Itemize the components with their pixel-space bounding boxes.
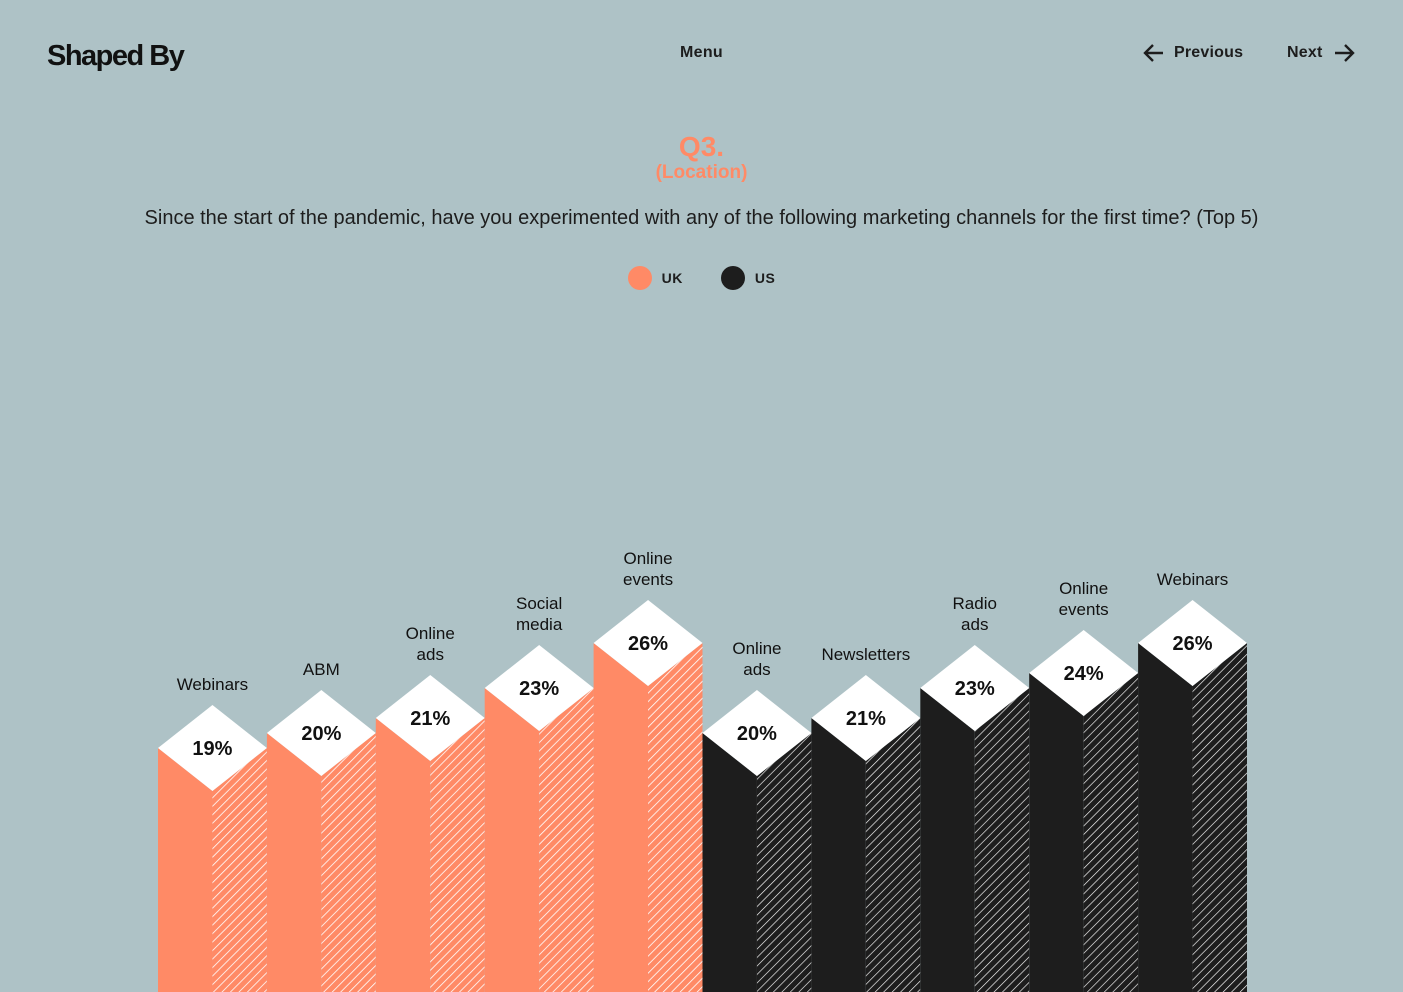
value-label: 21% <box>846 708 886 730</box>
value-label: 20% <box>301 723 341 745</box>
bar-us-0: 20% Online ads <box>702 639 812 992</box>
category-label: Online <box>1059 579 1108 598</box>
value-label: 21% <box>410 708 450 730</box>
bar-right-face <box>212 748 267 992</box>
bar-right-face <box>1192 643 1247 992</box>
bar-left-face <box>702 733 757 992</box>
bar-right-face <box>756 733 812 992</box>
bar-cap <box>811 675 921 761</box>
bar-cap <box>158 705 267 791</box>
next-button[interactable]: Next <box>1287 43 1356 63</box>
value-label: 23% <box>519 678 559 700</box>
bar-cap <box>593 600 703 686</box>
legend-swatch-uk <box>627 266 652 290</box>
bar-right-face <box>648 643 703 992</box>
menu-container: Menu <box>0 44 1403 62</box>
arrow-right-icon <box>1335 44 1356 62</box>
bar-cap <box>1029 630 1139 716</box>
menu-button[interactable]: Menu <box>680 44 723 61</box>
value-label: 24% <box>1064 663 1104 685</box>
value-label: 26% <box>1173 633 1213 655</box>
bar-right-face <box>539 688 594 992</box>
bars-group: 19% Webinars 20% ABM 21% Online ads 23% Social me… <box>158 549 1247 992</box>
category-label: Webinars <box>177 675 249 694</box>
legend-swatch-us <box>720 266 745 290</box>
bar-left-face <box>920 688 975 992</box>
bar-left-face <box>1029 673 1084 992</box>
legend-label-uk: UK <box>661 270 683 286</box>
bar-cap <box>1138 600 1247 686</box>
category-label: events <box>1059 600 1109 619</box>
bar-left-face <box>158 748 213 992</box>
logo[interactable]: Shaped By <box>47 40 185 72</box>
bar-right-face <box>1083 673 1139 992</box>
bar-right-face <box>974 688 1030 992</box>
bar-right-face <box>321 733 376 992</box>
value-label: 20% <box>737 723 777 745</box>
question-text: Since the start of the pandemic, have yo… <box>144 207 1259 229</box>
bar-uk-1: 20% ABM <box>266 660 376 992</box>
arrow-left-icon <box>1143 44 1163 62</box>
category-label: ads <box>743 660 770 679</box>
category-label: Online <box>623 549 672 568</box>
bar-cap <box>702 690 812 776</box>
category-label: media <box>516 615 563 634</box>
bar-left-face <box>375 718 431 992</box>
legend-item-us: US <box>720 266 776 290</box>
category-label: ads <box>417 645 444 664</box>
bar-right-face <box>430 718 485 992</box>
question-subtitle: (Location) <box>655 162 748 183</box>
value-label: 23% <box>955 678 995 700</box>
bar-uk-4: 26% Online events <box>593 549 703 992</box>
bar-left-face <box>811 718 866 992</box>
category-label: Online <box>732 639 781 658</box>
bar-cap <box>920 645 1030 731</box>
previous-label: Previous <box>1174 44 1244 61</box>
bar-uk-3: 23% Social media <box>484 594 594 992</box>
legend: UK US <box>0 266 1403 290</box>
category-label: Online <box>406 624 455 643</box>
legend-label-us: US <box>754 270 776 286</box>
bar-left-face <box>1138 643 1193 992</box>
header: Shaped By Menu Previous Next <box>0 0 1403 110</box>
value-label: 19% <box>192 738 232 760</box>
category-label: Newsletters <box>821 645 910 664</box>
bar-right-face <box>865 718 921 992</box>
bar-left-face <box>593 643 649 992</box>
bar-us-2: 23% Radio ads <box>920 594 1030 992</box>
bar-uk-2: 21% Online ads <box>375 624 485 992</box>
bar-left-face <box>266 733 322 992</box>
next-label: Next <box>1287 44 1323 61</box>
bar-uk-0: 19% Webinars <box>158 675 267 992</box>
category-label: events <box>623 570 673 589</box>
bar-us-4: 26% Webinars <box>1138 570 1247 992</box>
bar-us-1: 21% Newsletters <box>811 645 921 992</box>
previous-button[interactable]: Previous <box>1142 43 1243 63</box>
category-label: ads <box>961 615 988 634</box>
bar-us-3: 24% Online events <box>1029 579 1139 992</box>
bar-left-face <box>484 688 540 992</box>
legend-item-uk: UK <box>627 266 683 290</box>
category-label: Radio <box>953 594 997 613</box>
bar-cap <box>266 690 376 776</box>
category-label: Webinars <box>1157 570 1229 589</box>
bar-cap <box>484 645 594 731</box>
value-label: 26% <box>628 633 668 655</box>
category-label: Social <box>516 594 562 613</box>
category-label: ABM <box>303 660 340 679</box>
bar-cap <box>375 675 485 761</box>
question-number: Q3. <box>678 131 725 162</box>
